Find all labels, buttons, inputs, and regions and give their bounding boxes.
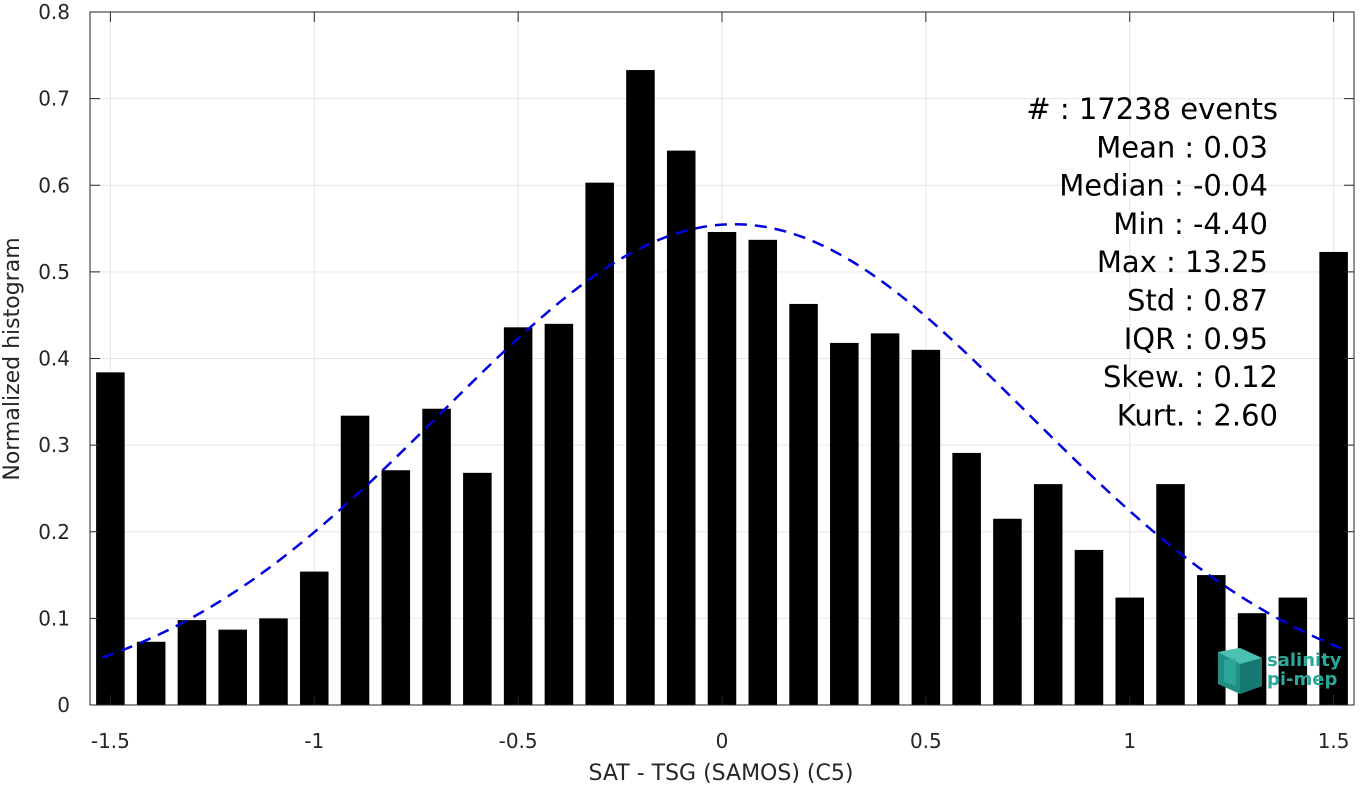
histogram-bar <box>299 571 329 705</box>
logo-line-1: salinity <box>1267 650 1342 671</box>
histogram-bar <box>911 349 941 705</box>
histogram-bar <box>789 303 818 705</box>
stats-line: IQR : 0.95 <box>1124 322 1268 356</box>
stats-line: Min : -4.40 <box>1113 207 1268 241</box>
y-axis-label: Normalized histogram <box>0 237 25 480</box>
normal-fit-curve <box>101 222 1343 659</box>
y-tick-label: 0.4 <box>38 347 70 371</box>
logo-cube-icon <box>1218 648 1262 694</box>
histogram-bar <box>259 618 288 705</box>
x-tick-labels: -1.5 -1 -0.5 0 0.5 1 1.5 <box>91 729 1350 753</box>
x-axis-label: SAT - TSG (SAMOS) (C5) <box>589 761 854 785</box>
histogram-bar <box>544 323 574 705</box>
salinity-pimep-logo: salinity pi-mep <box>1218 648 1342 694</box>
axis-ticks <box>90 11 1354 706</box>
histogram-bar <box>666 150 696 706</box>
y-tick-label: 0.6 <box>38 173 70 197</box>
stats-line: Std : 0.87 <box>1127 284 1268 318</box>
normal-fit-line <box>101 222 1343 659</box>
y-tick-labels: 0 0.1 0.2 0.3 0.4 0.5 0.6 0.7 0.8 <box>38 0 70 717</box>
histogram-bar <box>830 342 859 705</box>
y-tick-label: 0.8 <box>38 0 70 24</box>
histogram-bar <box>218 629 247 705</box>
x-tick-label: -0.5 <box>499 729 538 753</box>
histogram-bar <box>870 333 900 705</box>
histogram-bar <box>1115 597 1145 705</box>
histogram-bar <box>422 408 451 705</box>
y-tick-label: 0 <box>57 693 70 717</box>
histogram-bar <box>1278 597 1308 705</box>
x-tick-label: 1.5 <box>1318 729 1350 753</box>
logo-line-2: pi-mep <box>1267 669 1337 690</box>
histogram-bar <box>993 518 1022 705</box>
histogram-bar <box>626 70 655 705</box>
y-tick-label: 0.1 <box>38 606 70 630</box>
x-tick-label: -1.5 <box>91 729 130 753</box>
x-tick-label: 1 <box>1123 729 1136 753</box>
histogram-bar <box>952 452 981 705</box>
histogram-bar <box>1197 575 1226 705</box>
histogram-bar <box>748 239 778 706</box>
histogram-bar <box>340 415 370 705</box>
stats-line: Kurt. : 2.60 <box>1117 398 1278 432</box>
stats-line: Median : -0.04 <box>1059 169 1268 203</box>
y-tick-label: 0.5 <box>38 260 70 284</box>
histogram-bar <box>136 641 166 705</box>
histogram-bar <box>463 472 492 705</box>
histogram-bar <box>503 327 533 705</box>
histogram-bar <box>707 232 737 705</box>
histogram-bar <box>96 372 125 705</box>
stats-line: Mean : 0.03 <box>1096 130 1268 164</box>
histogram-bar <box>381 470 411 705</box>
histogram-bar <box>1156 484 1185 705</box>
y-tick-label: 0.7 <box>38 87 70 111</box>
histogram-bar <box>177 620 207 705</box>
y-tick-label: 0.3 <box>38 433 70 457</box>
x-tick-label: 0 <box>716 729 729 753</box>
histogram-bar <box>1033 484 1063 705</box>
statistics-box: # : 17238 events Mean : 0.03 Median : -0.0… <box>1026 92 1278 432</box>
histogram-bar <box>1074 549 1104 705</box>
histogram-bar <box>1319 251 1348 706</box>
stats-line: # : 17238 events <box>1026 92 1278 126</box>
stats-line: Skew. : 0.12 <box>1103 360 1278 394</box>
x-tick-label: -1 <box>304 729 324 753</box>
histogram-bars <box>96 70 1348 706</box>
y-tick-label: 0.2 <box>38 520 70 544</box>
stats-line: Max : 13.25 <box>1097 245 1268 279</box>
x-tick-label: 0.5 <box>910 729 942 753</box>
histogram-bar <box>585 182 614 705</box>
